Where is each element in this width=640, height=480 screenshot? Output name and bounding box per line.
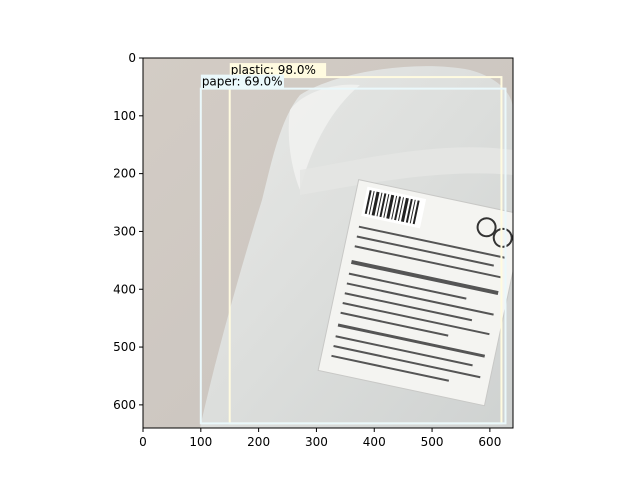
detection-label-plastic: plastic: 98.0% xyxy=(231,63,316,77)
x-tick-label: 100 xyxy=(189,435,212,449)
axes-frame xyxy=(142,57,514,429)
y-tick-label: 200 xyxy=(113,167,136,181)
x-tick-label: 0 xyxy=(139,435,147,449)
detection-label-paper: paper: 69.0% xyxy=(202,75,283,89)
y-tick-label: 100 xyxy=(113,109,136,123)
x-tick-label: 200 xyxy=(247,435,270,449)
y-tick-label: 600 xyxy=(113,398,136,412)
detections-layer: plastic: 98.0%paper: 69.0% xyxy=(199,63,507,425)
x-tick-label: 600 xyxy=(478,435,501,449)
y-tick-label: 300 xyxy=(113,224,136,238)
photo xyxy=(143,58,513,428)
y-tick-label: 500 xyxy=(113,340,136,354)
photo-nutrition-label xyxy=(317,179,513,407)
y-axis: 0 100 200 300 400 500 600 xyxy=(113,51,143,412)
x-tick-label: 300 xyxy=(305,435,328,449)
detection-label-bg-paper xyxy=(200,74,285,89)
photo-jug-highlight xyxy=(288,84,360,190)
x-axis: 0 100 200 300 400 500 600 xyxy=(139,428,501,449)
y-tick-label: 0 xyxy=(128,51,136,65)
x-tick-label: 400 xyxy=(363,435,386,449)
x-tick-label: 500 xyxy=(421,435,444,449)
y-tick-label: 400 xyxy=(113,282,136,296)
detection-box-paper xyxy=(199,87,507,425)
detection-label-bg-plastic xyxy=(229,63,327,78)
photo-jug-shoulder xyxy=(300,147,513,195)
